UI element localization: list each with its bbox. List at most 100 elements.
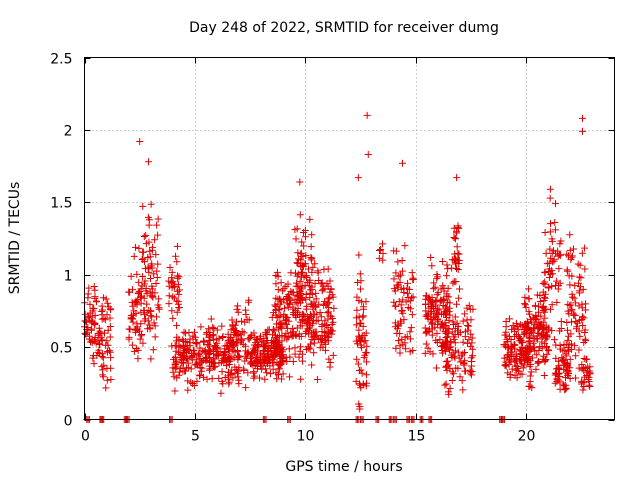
data-points — [81, 111, 594, 423]
data-point — [175, 286, 183, 294]
data-point — [98, 336, 106, 344]
data-point — [302, 327, 310, 335]
data-point — [427, 253, 435, 261]
data-point — [292, 313, 300, 321]
data-point — [575, 302, 583, 310]
data-point — [135, 327, 143, 335]
data-point — [307, 286, 315, 294]
data-point — [512, 355, 520, 363]
data-point — [100, 361, 108, 369]
data-point — [355, 251, 363, 259]
data-point — [397, 285, 405, 293]
data-point — [467, 330, 475, 338]
data-point — [459, 338, 467, 346]
data-point — [354, 360, 362, 368]
data-point — [153, 221, 161, 229]
data-point — [548, 301, 556, 309]
data-point — [547, 254, 555, 262]
data-point — [451, 331, 459, 339]
data-point — [258, 365, 266, 373]
data-point — [82, 317, 90, 325]
data-point — [218, 322, 226, 330]
data-point — [527, 368, 535, 376]
data-point — [580, 339, 588, 347]
data-point — [126, 325, 134, 333]
data-point — [103, 376, 111, 384]
data-point — [125, 288, 133, 296]
data-point — [176, 368, 184, 376]
data-point — [281, 304, 289, 312]
data-point — [355, 313, 363, 321]
data-point — [289, 357, 297, 365]
data-point — [287, 287, 295, 295]
data-point — [575, 287, 583, 295]
data-point — [453, 243, 461, 251]
data-point — [408, 311, 416, 319]
data-point — [536, 298, 544, 306]
data-point — [586, 383, 594, 391]
grid-lines — [84, 57, 615, 420]
data-point — [399, 159, 406, 167]
data-point — [179, 359, 187, 367]
data-point — [567, 330, 575, 338]
data-point — [139, 273, 147, 281]
data-point — [218, 368, 226, 376]
data-point — [132, 310, 140, 318]
data-point — [101, 329, 109, 337]
data-point — [85, 332, 93, 340]
data-point — [227, 339, 235, 347]
data-point — [198, 358, 206, 366]
data-point — [356, 336, 364, 344]
data-point — [536, 324, 544, 332]
data-point — [271, 331, 279, 339]
data-point — [234, 302, 242, 310]
data-point — [362, 348, 370, 356]
data-point — [571, 342, 579, 350]
data-point — [285, 317, 293, 325]
data-point — [91, 320, 99, 328]
data-point — [401, 339, 409, 347]
data-point — [295, 353, 303, 361]
data-point — [264, 352, 272, 360]
data-point — [579, 322, 587, 330]
data-point — [250, 329, 258, 337]
data-point — [518, 346, 526, 354]
data-point — [187, 365, 195, 373]
data-point — [142, 287, 150, 295]
data-point — [442, 362, 450, 370]
data-point — [278, 359, 286, 367]
data-point — [546, 185, 554, 193]
data-point — [313, 375, 321, 383]
data-point — [245, 296, 253, 304]
data-point — [533, 351, 541, 359]
data-point — [448, 377, 456, 385]
data-point — [571, 282, 579, 290]
data-point — [568, 306, 576, 314]
data-point — [299, 262, 307, 270]
data-point — [234, 308, 242, 316]
data-point — [451, 234, 459, 242]
data-point — [447, 339, 455, 347]
data-point — [136, 335, 144, 343]
data-point — [104, 326, 112, 334]
data-point — [508, 326, 516, 334]
data-point — [132, 328, 140, 336]
data-point — [306, 215, 314, 223]
data-point — [312, 303, 320, 311]
data-point — [302, 251, 310, 259]
data-point — [442, 344, 450, 352]
data-point — [91, 286, 99, 294]
data-point — [511, 341, 519, 349]
data-point — [229, 340, 237, 348]
data-point — [423, 292, 431, 300]
data-point — [273, 313, 281, 321]
data-point — [433, 329, 441, 337]
data-point — [174, 300, 182, 308]
data-point — [461, 333, 469, 341]
data-point — [552, 354, 560, 362]
data-point — [147, 312, 155, 320]
data-point — [274, 300, 282, 308]
data-point — [428, 318, 436, 326]
data-point — [85, 313, 93, 321]
data-point — [141, 317, 149, 325]
